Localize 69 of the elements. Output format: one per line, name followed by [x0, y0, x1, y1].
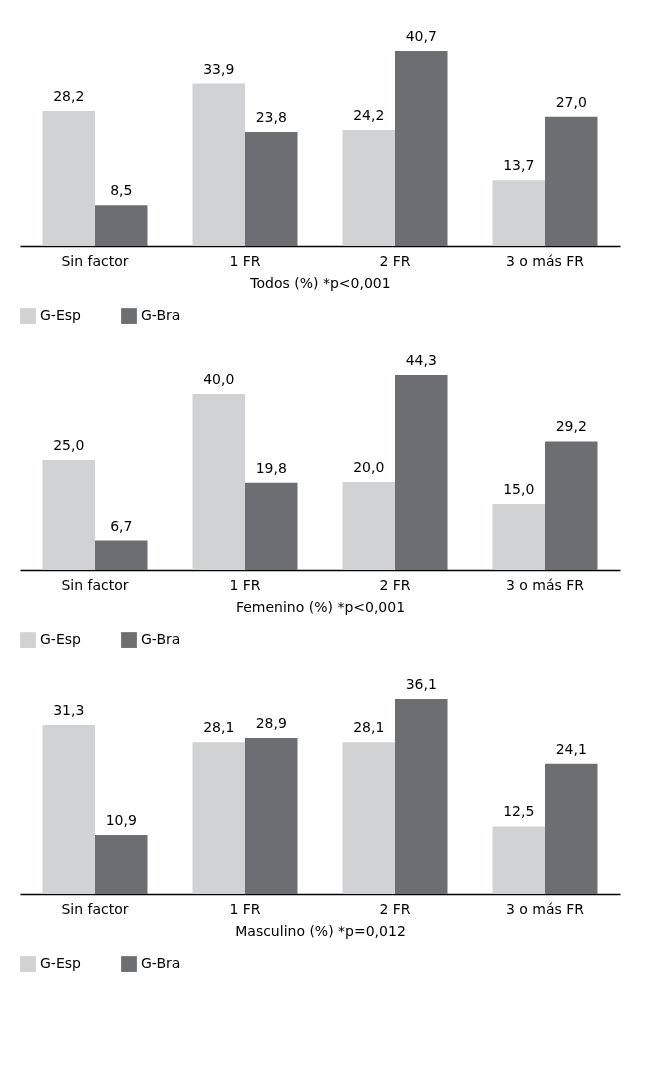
data-label: 20,0: [353, 458, 385, 475]
data-label: 29,2: [555, 418, 587, 435]
x-axis-title: Masculino (%) *p=0,012: [235, 922, 406, 939]
bar: [42, 724, 95, 894]
bar: [545, 116, 598, 246]
x-axis-title: Todos (%) *p<0,001: [249, 274, 391, 291]
x-tick-label: 2 FR: [379, 576, 411, 593]
data-label: 23,8: [255, 108, 287, 125]
bar: [545, 441, 598, 570]
legend-label: G-Bra: [141, 307, 181, 324]
bar: [395, 375, 448, 570]
bar: [192, 742, 245, 894]
bar: [395, 699, 448, 894]
x-tick-label: 2 FR: [379, 900, 411, 917]
data-label: 31,3: [53, 701, 85, 718]
x-tick-label: 3 o más FR: [505, 576, 585, 593]
data-label: 13,7: [503, 157, 535, 174]
data-label: 24,1: [555, 740, 587, 757]
bar: [42, 459, 95, 570]
bar: [492, 180, 545, 246]
bar: [245, 131, 298, 246]
bar: [245, 737, 298, 894]
legend-label: G-Esp: [40, 631, 82, 648]
data-label: 10,9: [105, 812, 137, 829]
data-label: 44,3: [405, 352, 437, 368]
legend-label: G-Bra: [141, 955, 181, 972]
bar: [95, 205, 148, 246]
data-label: 15,0: [503, 480, 535, 497]
x-tick-label: Sin factor: [61, 252, 129, 269]
x-tick-label: 1 FR: [229, 576, 261, 593]
bar: [342, 481, 395, 570]
data-label: 28,9: [255, 714, 287, 731]
legend-label: G-Esp: [40, 307, 82, 324]
data-label: 33,9: [203, 60, 235, 77]
data-label: 6,7: [110, 517, 133, 534]
data-label: 25,0: [53, 436, 85, 453]
bar: [492, 503, 545, 570]
legend-label: G-Esp: [40, 955, 82, 972]
x-tick-label: 1 FR: [229, 900, 261, 917]
bar: [492, 826, 545, 894]
data-label: 36,1: [405, 676, 437, 692]
x-tick-label: Sin factor: [61, 576, 129, 593]
data-label: 24,2: [353, 107, 385, 124]
data-label: 40,0: [203, 370, 235, 387]
data-label: 28,1: [203, 719, 235, 736]
legend-label: G-Bra: [141, 631, 181, 648]
bar: [42, 110, 95, 246]
x-tick-label: 3 o más FR: [505, 900, 585, 917]
data-label: 19,8: [255, 459, 287, 476]
bar: [245, 482, 298, 570]
bar: [192, 83, 245, 246]
bar: [545, 763, 598, 894]
bar: [95, 540, 148, 570]
bar: [342, 742, 395, 894]
data-label: 27,0: [555, 93, 587, 110]
bar: [95, 835, 148, 894]
x-axis-title: Femenino (%) *p<0,001: [235, 598, 406, 615]
x-tick-label: 1 FR: [229, 252, 261, 269]
data-label: 40,7: [405, 28, 437, 44]
bar: [342, 130, 395, 246]
data-label: 8,5: [110, 182, 133, 199]
x-tick-label: Sin factor: [61, 900, 129, 917]
bar: [192, 393, 245, 570]
data-label: 28,1: [353, 719, 385, 736]
data-label: 12,5: [503, 803, 535, 820]
data-label: 28,2: [53, 87, 85, 104]
bar: [395, 51, 448, 246]
x-tick-label: 3 o más FR: [505, 252, 585, 269]
x-tick-label: 2 FR: [379, 252, 411, 269]
